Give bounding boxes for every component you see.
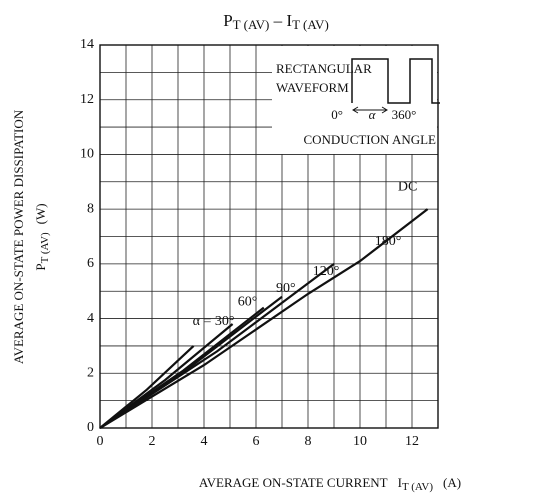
annotation: 360°: [392, 107, 417, 122]
x-label-part: (A): [443, 475, 461, 490]
series-line: [99, 263, 335, 429]
title-part: –: [269, 11, 286, 30]
y-tick-label: 14: [80, 37, 94, 52]
y-axis-label: PT (AV) (W): [33, 203, 51, 270]
x-tick-label: 0: [97, 434, 104, 449]
y-tick-label: 4: [87, 311, 94, 326]
annotation: WAVEFORM: [276, 80, 349, 95]
x-tick-label: 8: [305, 434, 312, 449]
x-tick-label: 6: [253, 434, 260, 449]
y-tick-label: 12: [80, 92, 94, 107]
annotation: 0°: [331, 107, 343, 122]
series-label: 60°: [238, 294, 258, 309]
title-part: I: [286, 11, 292, 30]
title-part: P: [223, 11, 232, 30]
x-tick-label: 4: [201, 434, 208, 449]
series-label: DC: [398, 179, 417, 194]
y-label-part: (W): [33, 203, 48, 224]
y-tick-label: 8: [87, 201, 94, 216]
series-label: 90°: [276, 281, 296, 296]
x-tick-label: 2: [149, 434, 156, 449]
series-label: α = 30°: [193, 314, 235, 329]
waveform-inset: RECTANGULAR WAVEFORM 0° α 360° CONDUCTION ANG…: [272, 46, 440, 154]
series-line: [99, 345, 195, 429]
annotation: α: [369, 107, 377, 122]
series-line: [99, 306, 265, 429]
x-tick-label: 12: [405, 434, 419, 449]
waveform: [351, 58, 440, 104]
y-tick-label: 10: [80, 147, 94, 162]
x-label-part: AVERAGE ON-STATE CURRENT: [199, 475, 388, 490]
plot-frame: [99, 44, 439, 429]
series-line: [99, 323, 234, 429]
title-part: T (AV): [233, 17, 270, 32]
annotation: RECTANGULAR: [276, 61, 372, 76]
annotation: CONDUCTION ANGLE: [303, 132, 436, 147]
y-axis-label: AVERAGE ON-STATE POWER DISSIPATION: [11, 109, 26, 364]
alpha-arrow: [352, 106, 388, 114]
series-line: [99, 208, 429, 429]
x-axis-label: AVERAGE ON-STATE CURRENT IT (AV) (A): [199, 475, 461, 493]
y-label-part: P: [33, 263, 48, 270]
x-label-part: T (AV): [402, 481, 433, 493]
series-line: [99, 295, 283, 429]
y-tick-label: 0: [87, 420, 94, 435]
title-part: T (AV): [292, 17, 329, 32]
x-tick-label: 10: [353, 434, 367, 449]
chart-title: PT (AV) – IT (AV): [223, 11, 329, 32]
y-tick-label: 2: [87, 366, 94, 381]
y-label-part: T (AV): [39, 232, 51, 263]
x-label-part: I: [398, 475, 402, 490]
y-tick-label: 6: [87, 256, 94, 271]
